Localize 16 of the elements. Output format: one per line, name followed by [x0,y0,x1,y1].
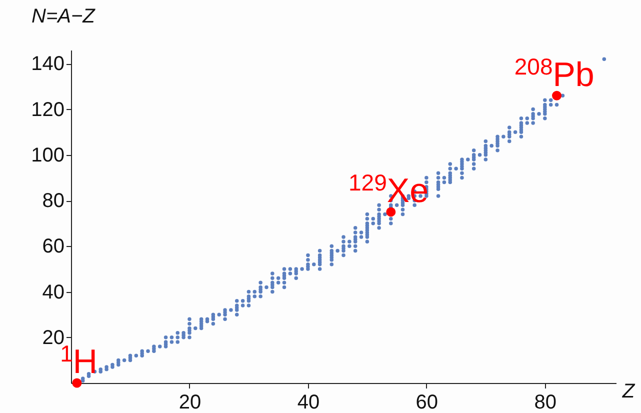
annotation: $^{208}$Pb [514,53,594,94]
x-axis-title: Z [621,380,636,402]
x-tick-label: 60 [416,392,438,413]
x-tick-label: 20 [178,392,202,413]
point [386,207,396,217]
y-tick-label: 100 [31,144,64,166]
y-tick-label: 60 [42,236,64,258]
y-tick-label: 80 [42,190,64,212]
y-axis-title: N=A−Z [32,6,96,28]
x-tick-label: 80 [534,392,557,413]
y-tick-label: 40 [42,281,64,304]
point [72,378,82,388]
point [552,90,562,100]
y-tick-label: 140 [31,53,64,76]
y-tick-label: 120 [31,98,64,121]
x-tick-label: 40 [297,392,320,413]
